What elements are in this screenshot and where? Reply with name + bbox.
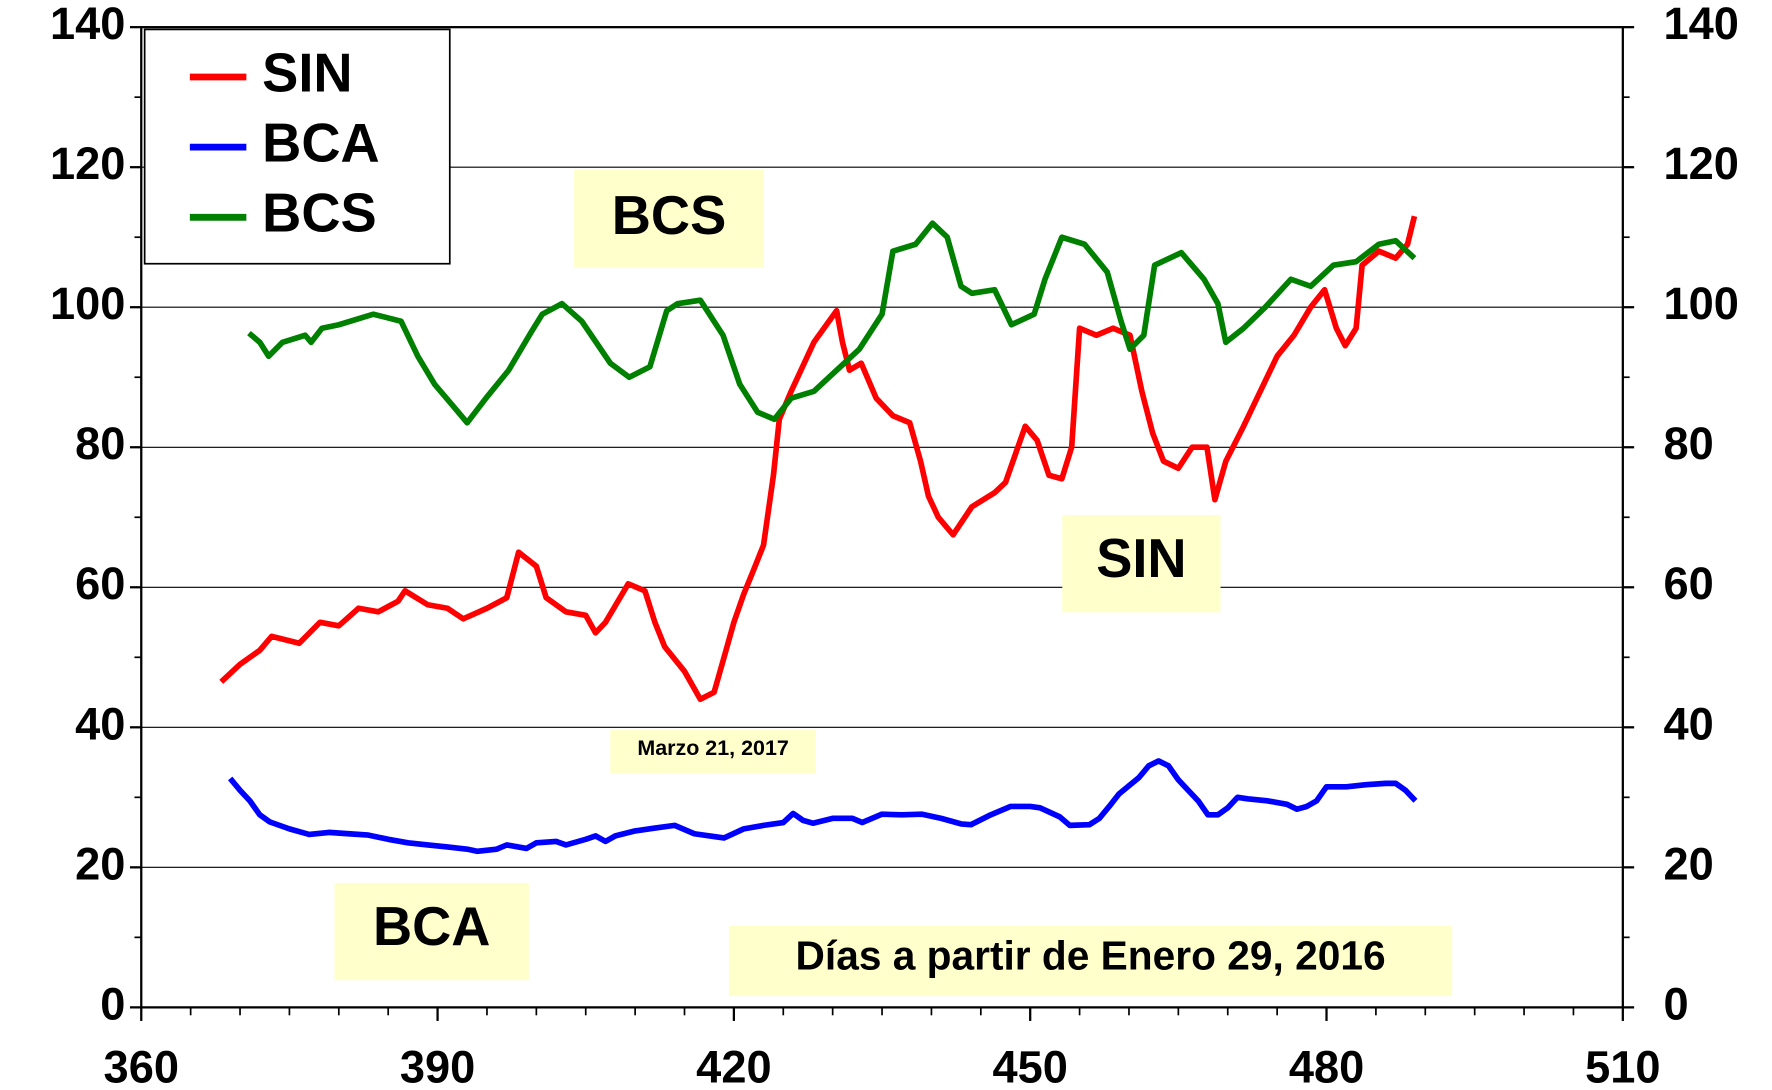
label-box (728, 925, 1453, 997)
label-box (610, 730, 816, 774)
y2-tick-label: 120 (1664, 138, 1739, 189)
y2-tick-label: 100 (1664, 278, 1739, 329)
x-tick-label: 360 (104, 1042, 179, 1090)
y2-tick-label: 0 (1664, 978, 1689, 1029)
label-box (574, 169, 764, 268)
lines (219, 215, 1418, 855)
y2-tick-label: 20 (1664, 838, 1714, 889)
label-box (1062, 515, 1221, 613)
legend-label: BCA (262, 112, 379, 173)
y-tick-label: 120 (50, 138, 125, 189)
y2-tick-label: 80 (1664, 418, 1714, 469)
y-tick-label: 20 (75, 838, 125, 889)
x-axis-label: Días a partir de Enero 29, 2016 (796, 932, 1386, 978)
x-tick-label: 450 (993, 1042, 1068, 1090)
x-tick-label: 480 (1289, 1042, 1364, 1090)
series-line (247, 220, 1417, 426)
y-tick-label: 0 (100, 978, 125, 1029)
y-tick-label: 140 (50, 0, 125, 49)
series-line (219, 215, 1418, 703)
y2-tick-label: 60 (1664, 558, 1714, 609)
y2-tick-label: 140 (1664, 0, 1739, 49)
label-box (334, 882, 529, 981)
x-tick-label: 390 (400, 1042, 475, 1090)
y-tick-label: 40 (75, 698, 125, 749)
y2-tick-label: 40 (1664, 698, 1714, 749)
y-tick-label: 80 (75, 418, 125, 469)
annotation: Marzo 21, 2017 (637, 736, 788, 760)
legend-label: SIN (262, 42, 352, 103)
annotation: BCA (373, 896, 490, 957)
y-tick-label: 60 (75, 558, 125, 609)
annotation: BCS (612, 185, 726, 246)
x-tick-label: 510 (1585, 1042, 1660, 1090)
legend-label: BCS (262, 183, 376, 244)
annotation: SIN (1096, 528, 1186, 589)
y-tick-label: 100 (50, 278, 125, 329)
series-line (228, 758, 1418, 855)
legend-items: SIN BCA BCS (189, 42, 380, 244)
x-tick-label: 420 (696, 1042, 771, 1090)
